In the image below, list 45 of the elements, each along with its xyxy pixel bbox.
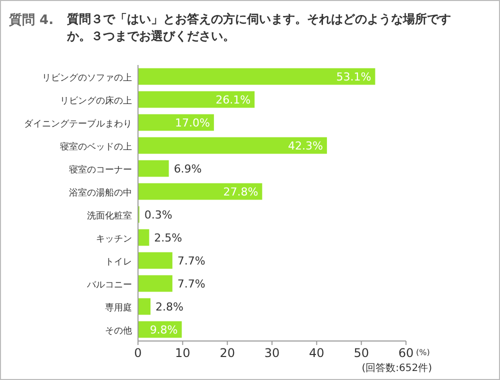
data-label: 27.8% [223, 186, 258, 198]
y-tick-label: 浴室の湯船の中 [69, 188, 132, 198]
bar [138, 229, 150, 246]
bar [138, 68, 376, 85]
y-tick-label: バルコニー [86, 280, 132, 290]
bar [138, 183, 262, 200]
data-label: 9.8% [150, 324, 178, 336]
x-tick-label: 40 [309, 346, 324, 360]
x-tick-label: 50 [354, 346, 369, 360]
data-label: 53.1% [336, 70, 372, 84]
x-tick-label: 0 [134, 346, 142, 360]
y-tick-label: 専用庭 [105, 302, 132, 314]
chart-subtitle: 質問３で「はい」とお答えの方に伺います。それはどのような場所ですか。３つまでお選びください。 [67, 11, 452, 45]
x-tick-label: 20 [220, 346, 235, 360]
data-label: 6.9% [174, 162, 202, 176]
y-tick-label: 寝室のベッドの上 [60, 142, 132, 152]
bar [138, 114, 214, 131]
y-tick-label: トイレ [105, 258, 132, 268]
data-label: 0.3% [144, 208, 172, 222]
bar [138, 252, 172, 269]
data-label: 26.1% [216, 94, 251, 106]
y-tick-label: キッチン [96, 234, 132, 244]
text: (回答数:652件) [362, 362, 432, 374]
bar [138, 137, 327, 154]
bar [138, 91, 255, 108]
x-tick-label: 10 [175, 346, 190, 360]
x-axis-title: (%) [416, 348, 430, 357]
y-tick-label: ダイニングテーブルまわり [24, 118, 132, 130]
data-label: 7.7% [177, 278, 206, 290]
x-tick-label: 60 [398, 346, 414, 360]
y-tick-label: リビングの床の上 [60, 96, 132, 106]
y-tick-label: リビングのソファの上 [42, 72, 132, 84]
data-label: 2.8% [156, 300, 184, 314]
bar [138, 298, 151, 315]
y-tick-label: その他 [105, 326, 132, 336]
x-tick-label: 30 [264, 346, 280, 360]
data-label: 2.5% [154, 232, 182, 244]
y-tick-label: 寝室のコーナー [69, 164, 132, 176]
data-label: 42.3% [288, 140, 323, 152]
data-label: 7.7% [177, 254, 206, 268]
data-label: 17.0% [174, 116, 210, 130]
text: 質問 4. [9, 12, 54, 29]
y-tick-label: 洗面化粧室 [87, 210, 132, 222]
bar [138, 160, 169, 177]
bar [138, 275, 172, 292]
